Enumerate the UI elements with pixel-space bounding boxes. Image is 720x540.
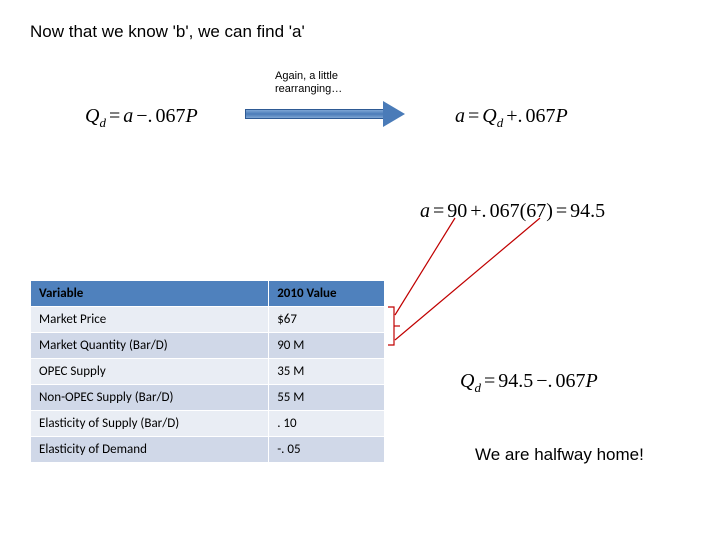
cell-var: Market Quantity (Bar/D) bbox=[31, 333, 269, 359]
connector-line-1 bbox=[395, 218, 455, 315]
slide-title: Now that we know 'b', we can find 'a' bbox=[30, 22, 305, 42]
cell-val: 35 M bbox=[269, 359, 385, 385]
table-row: Non-OPEC Supply (Bar/D) 55 M bbox=[31, 385, 385, 411]
variables-table: Variable 2010 Value Market Price $67 Mar… bbox=[30, 280, 385, 463]
equation-a-right: a=Qd+.067P bbox=[455, 105, 568, 131]
cell-val: 55 M bbox=[269, 385, 385, 411]
cell-var: Elasticity of Supply (Bar/D) bbox=[31, 411, 269, 437]
table-row: Elasticity of Supply (Bar/D) . 10 bbox=[31, 411, 385, 437]
rearranging-annotation: Again, a little rearranging… bbox=[275, 70, 342, 96]
bracket-icon bbox=[388, 307, 394, 345]
table-row: OPEC Supply 35 M bbox=[31, 359, 385, 385]
annotation-line2: rearranging… bbox=[275, 83, 342, 95]
equation-qd-left: Qd=a−.067P bbox=[85, 105, 198, 131]
cell-var: Elasticity of Demand bbox=[31, 437, 269, 463]
connector-line-2 bbox=[395, 218, 540, 340]
table-row: Elasticity of Demand -. 05 bbox=[31, 437, 385, 463]
table-row: Market Quantity (Bar/D) 90 M bbox=[31, 333, 385, 359]
arrow-rearrange bbox=[245, 105, 405, 123]
arrow-head-icon bbox=[383, 101, 405, 127]
annotation-line1: Again, a little bbox=[275, 70, 338, 82]
halfway-text: We are halfway home! bbox=[475, 445, 644, 465]
cell-val: 90 M bbox=[269, 333, 385, 359]
col-value: 2010 Value bbox=[269, 281, 385, 307]
table-header-row: Variable 2010 Value bbox=[31, 281, 385, 307]
cell-var: Market Price bbox=[31, 307, 269, 333]
table-row: Market Price $67 bbox=[31, 307, 385, 333]
cell-val: . 10 bbox=[269, 411, 385, 437]
equation-qd-final: Qd=94.5−.067P bbox=[460, 370, 598, 396]
equation-a-solved: a=90+.067(67)=94.5 bbox=[420, 200, 605, 223]
cell-val: -. 05 bbox=[269, 437, 385, 463]
cell-val: $67 bbox=[269, 307, 385, 333]
cell-var: OPEC Supply bbox=[31, 359, 269, 385]
arrow-shaft bbox=[245, 109, 385, 119]
col-variable: Variable bbox=[31, 281, 269, 307]
cell-var: Non-OPEC Supply (Bar/D) bbox=[31, 385, 269, 411]
